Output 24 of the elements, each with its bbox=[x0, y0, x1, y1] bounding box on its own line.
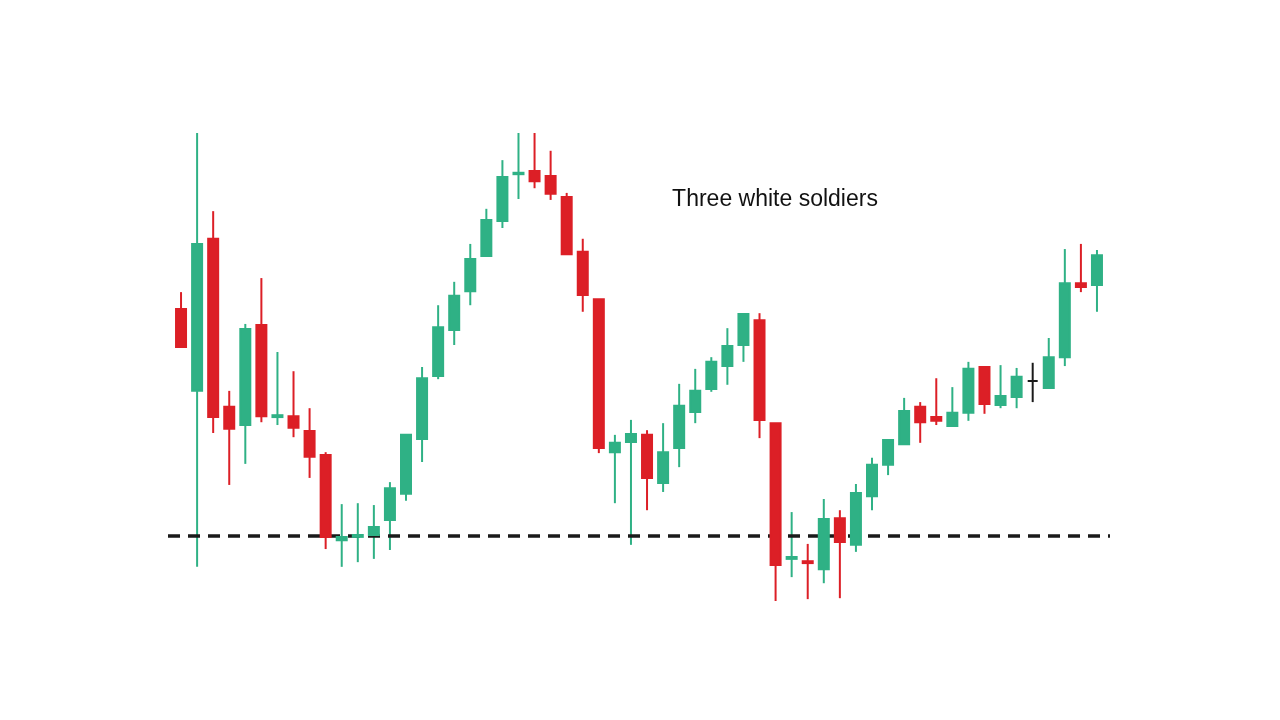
candlestick bbox=[608, 433, 621, 505]
candlestick bbox=[801, 542, 814, 601]
candlestick bbox=[271, 351, 284, 427]
candlestick bbox=[351, 502, 364, 564]
annotation: Three white soldiers bbox=[672, 185, 878, 211]
candlestick bbox=[1074, 242, 1087, 294]
candlestick bbox=[528, 132, 541, 190]
candlestick bbox=[335, 503, 348, 568]
candlestick bbox=[721, 327, 734, 386]
candlestick bbox=[367, 504, 380, 560]
candlestick bbox=[287, 370, 300, 439]
candlestick bbox=[1010, 366, 1023, 410]
candlestick bbox=[624, 418, 637, 546]
candlestick bbox=[914, 401, 927, 444]
candlestick bbox=[512, 132, 525, 200]
candlestick bbox=[930, 377, 943, 427]
candlestick bbox=[946, 386, 959, 427]
candlestick bbox=[994, 364, 1007, 410]
candlestick bbox=[833, 509, 846, 600]
candlestick bbox=[1026, 361, 1039, 404]
candlestick bbox=[785, 511, 798, 579]
candlestick bbox=[223, 389, 236, 486]
candlestick bbox=[689, 367, 702, 425]
candlestick bbox=[544, 149, 557, 201]
